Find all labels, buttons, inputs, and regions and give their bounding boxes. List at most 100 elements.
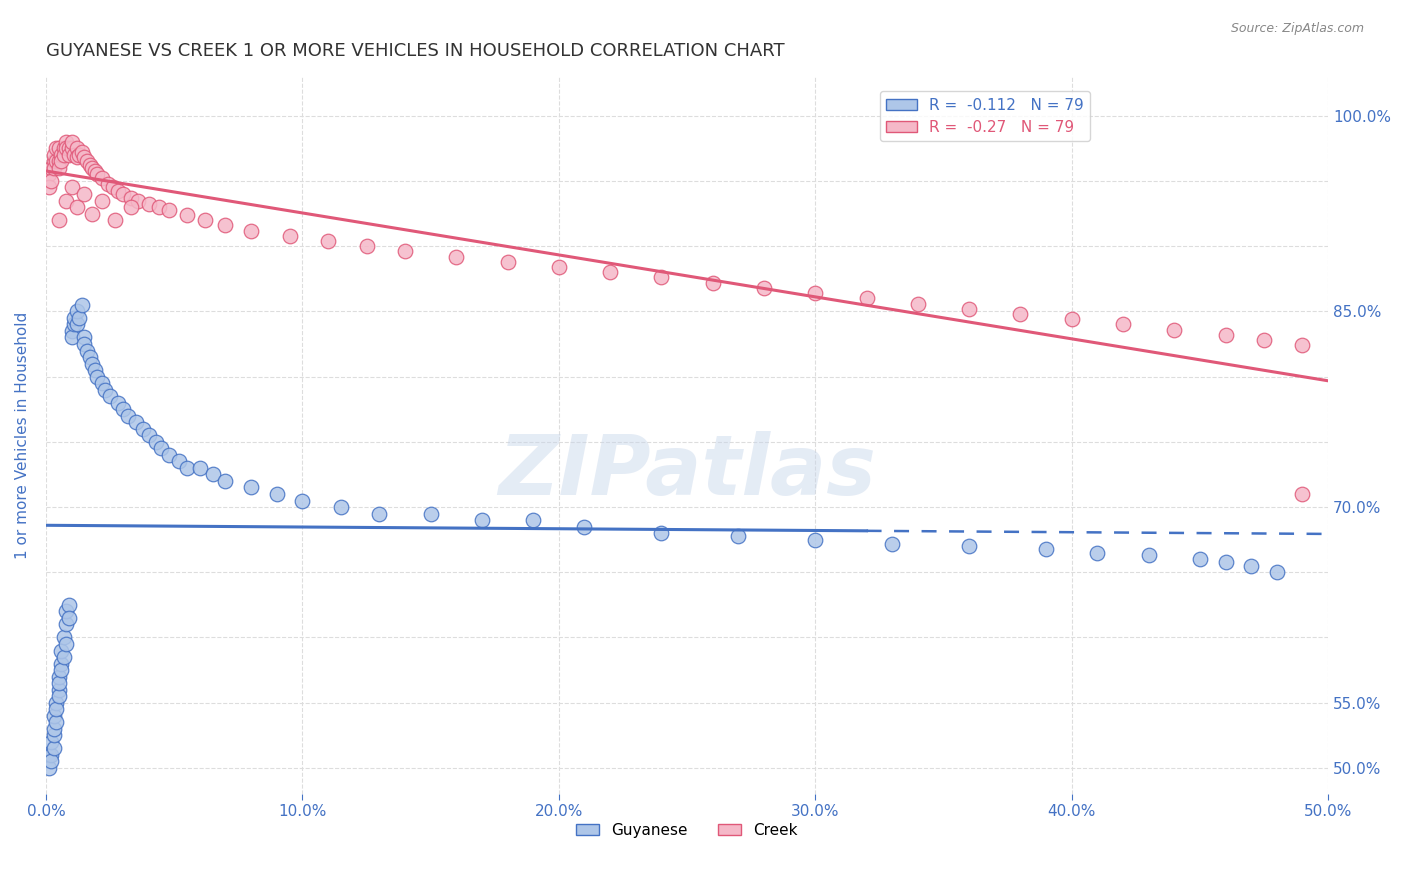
- Point: [104, 213, 127, 227]
- Point: [66, 151, 89, 165]
- Point: [1112, 318, 1135, 332]
- Point: [125, 415, 148, 429]
- Point: [419, 507, 441, 521]
- Point: [67, 310, 90, 325]
- Point: [48, 141, 70, 155]
- Point: [291, 493, 314, 508]
- Point: [39, 735, 62, 749]
- Point: [120, 200, 142, 214]
- Point: [240, 481, 263, 495]
- Point: [1240, 558, 1263, 573]
- Point: [107, 395, 129, 409]
- Point: [48, 161, 70, 175]
- Point: [157, 448, 180, 462]
- Point: [66, 318, 89, 332]
- Point: [39, 161, 62, 175]
- Point: [727, 529, 749, 543]
- Point: [107, 185, 129, 199]
- Point: [60, 180, 83, 194]
- Point: [111, 186, 134, 201]
- Point: [86, 168, 108, 182]
- Point: [51, 657, 73, 671]
- Point: [38, 747, 60, 762]
- Point: [855, 291, 877, 305]
- Point: [522, 513, 544, 527]
- Point: [83, 363, 105, 377]
- Point: [48, 670, 70, 684]
- Point: [73, 186, 96, 201]
- Point: [1291, 338, 1313, 352]
- Point: [176, 208, 198, 222]
- Point: [98, 389, 121, 403]
- Point: [52, 631, 75, 645]
- Point: [58, 141, 80, 155]
- Point: [329, 500, 352, 514]
- Point: [1137, 549, 1160, 563]
- Point: [145, 434, 167, 449]
- Point: [91, 376, 114, 391]
- Point: [138, 197, 160, 211]
- Point: [94, 383, 117, 397]
- Point: [83, 163, 105, 178]
- Point: [120, 191, 142, 205]
- Point: [1265, 566, 1288, 580]
- Point: [58, 611, 80, 625]
- Point: [48, 213, 70, 227]
- Point: [66, 141, 89, 155]
- Point: [79, 158, 101, 172]
- Point: [39, 755, 62, 769]
- Point: [45, 696, 67, 710]
- Point: [138, 428, 160, 442]
- Point: [111, 402, 134, 417]
- Point: [45, 715, 67, 730]
- Point: [48, 682, 70, 697]
- Point: [266, 487, 288, 501]
- Point: [82, 357, 104, 371]
- Point: [91, 194, 114, 208]
- Point: [73, 337, 96, 351]
- Point: [55, 194, 77, 208]
- Point: [316, 234, 339, 248]
- Point: [356, 239, 378, 253]
- Point: [38, 761, 60, 775]
- Point: [42, 154, 65, 169]
- Point: [446, 250, 468, 264]
- Point: [48, 689, 70, 703]
- Point: [55, 604, 77, 618]
- Point: [76, 154, 98, 169]
- Point: [42, 722, 65, 736]
- Point: [957, 301, 980, 316]
- Point: [547, 260, 569, 274]
- Point: [73, 330, 96, 344]
- Point: [804, 533, 827, 547]
- Point: [702, 276, 724, 290]
- Point: [73, 151, 96, 165]
- Point: [214, 219, 236, 233]
- Point: [127, 194, 149, 208]
- Point: [117, 409, 139, 423]
- Point: [240, 223, 263, 237]
- Point: [201, 467, 224, 482]
- Point: [58, 598, 80, 612]
- Point: [48, 154, 70, 169]
- Point: [42, 161, 65, 175]
- Legend: Guyanese, Creek: Guyanese, Creek: [569, 816, 804, 844]
- Point: [42, 728, 65, 742]
- Point: [42, 741, 65, 756]
- Text: Source: ZipAtlas.com: Source: ZipAtlas.com: [1230, 22, 1364, 36]
- Point: [188, 461, 211, 475]
- Point: [45, 154, 67, 169]
- Point: [150, 442, 173, 456]
- Point: [574, 519, 596, 533]
- Point: [76, 343, 98, 358]
- Point: [63, 310, 86, 325]
- Point: [1010, 307, 1032, 321]
- Point: [60, 324, 83, 338]
- Text: ZIPatlas: ZIPatlas: [498, 431, 876, 512]
- Point: [1215, 555, 1237, 569]
- Point: [45, 702, 67, 716]
- Point: [471, 513, 494, 527]
- Point: [394, 244, 416, 259]
- Point: [96, 177, 118, 191]
- Point: [804, 286, 827, 301]
